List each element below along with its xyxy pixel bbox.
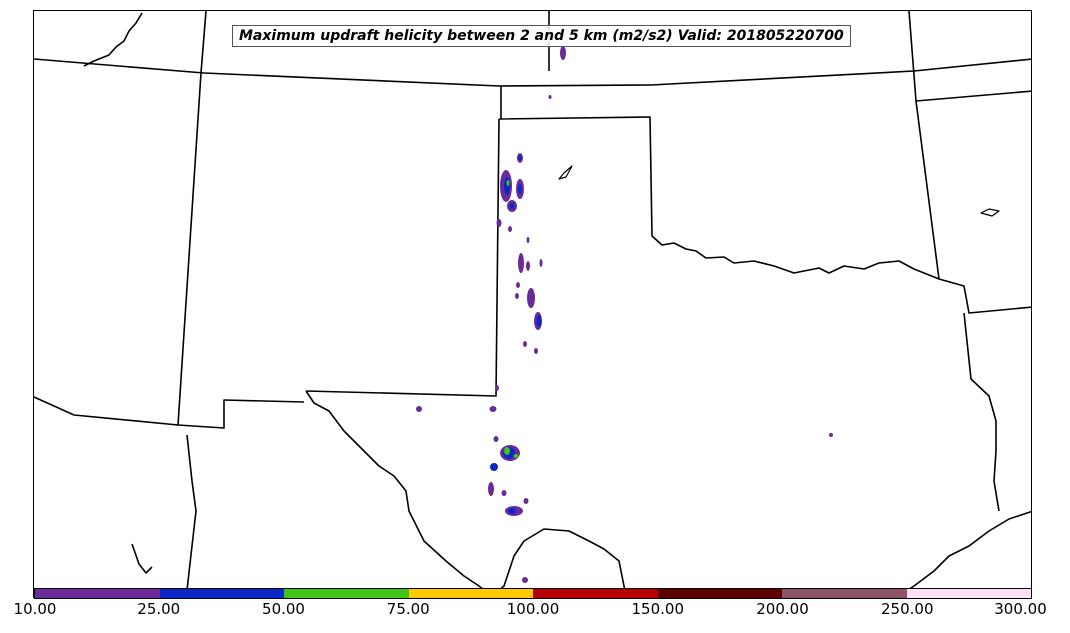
uh-cell: [504, 177, 510, 195]
lake-east: [980, 208, 1000, 217]
uh-cell: [527, 288, 535, 308]
colorbar-segment: [533, 589, 658, 598]
uh-cell: [518, 155, 522, 161]
colorbar-tick-label: 200.00: [756, 600, 809, 618]
colorbar-segment: [35, 589, 160, 598]
boundary-red-river: [651, 235, 940, 280]
colorbar-tick-label: 150.00: [631, 600, 685, 618]
boundary-nm-west: [177, 72, 305, 429]
uh-cell: [518, 253, 524, 273]
colorbar-segment: [906, 589, 1031, 598]
uh-cell: [493, 436, 499, 442]
boundary-ok-panhandle: [498, 116, 653, 237]
uh-cell: [488, 482, 494, 496]
uh-cell: [518, 184, 522, 194]
uh-cell: [504, 447, 510, 455]
boundary-north-1: [34, 58, 1031, 87]
map-title: Maximum updraft helicity between 2 and 5…: [232, 25, 851, 47]
uh-cell: [496, 219, 502, 227]
uh-cell: [522, 577, 528, 583]
uh-cell: [534, 348, 538, 354]
uh-cell: [523, 341, 527, 347]
colorbar-segment: [284, 589, 409, 598]
uh-cell: [513, 454, 519, 458]
colorbar-tick-label: 25.00: [137, 600, 181, 618]
boundary-tx-panhandle: [305, 118, 500, 397]
colorbar-tick-label: 250.00: [881, 600, 934, 618]
uh-cell: [506, 180, 510, 186]
uh-cell: [495, 385, 499, 391]
uh-cell: [515, 293, 519, 299]
uh-cell: [490, 463, 498, 471]
boundary-rio-grande: [305, 390, 493, 597]
uh-cell: [416, 406, 422, 412]
colorbar-segment: [159, 589, 284, 598]
uh-cell: [516, 282, 520, 288]
boundary-az-sw: [34, 396, 179, 426]
uh-cell: [508, 508, 516, 514]
colorbar: [34, 588, 1032, 599]
map-panel: Maximum updraft helicity between 2 and 5…: [33, 10, 1032, 598]
boundary-tx-la: [963, 312, 1000, 512]
colorbar-tick-label: 300.00: [994, 600, 1047, 618]
colorbar-tick-label: 10.00: [13, 600, 57, 618]
boundary-ne-right: [908, 11, 1031, 102]
colorbar-ticks: 10.00 25.00 50.00 75.00 100.00 150.00 200.00 25…: [0, 600, 1070, 624]
colorbar-tick-label: 100.00: [506, 600, 560, 618]
colorbar-segment: [782, 589, 907, 598]
uh-cell: [489, 406, 497, 412]
uh-cell: [560, 46, 566, 60]
boundary-gulf-coast: [895, 510, 1031, 597]
uh-cell: [523, 498, 529, 504]
helicity-swaths: [416, 46, 833, 583]
map-canvas: [34, 11, 1031, 597]
uh-cell: [508, 226, 512, 232]
lake-ks: [558, 165, 573, 180]
colorbar-segment: [657, 589, 782, 598]
colorbar-tick-label: 50.00: [262, 600, 305, 618]
uh-cell: [509, 203, 515, 209]
colorbar-segment: [408, 589, 533, 598]
boundary-co-west: [200, 11, 207, 74]
uh-cell: [829, 433, 833, 437]
uh-cell: [501, 490, 507, 496]
boundary-ar-east: [915, 100, 1031, 314]
uh-cell: [526, 237, 530, 243]
boundary-mexico-1: [491, 528, 627, 597]
coast-sonora: [131, 543, 153, 574]
uh-cell: [548, 95, 552, 99]
colorbar-tick-label: 75.00: [386, 600, 430, 618]
boundary-az-mex: [185, 434, 197, 597]
uh-cell: [539, 259, 543, 267]
state-boundaries: [34, 11, 1031, 597]
uh-cell: [536, 315, 542, 327]
uh-cell: [526, 261, 530, 271]
coast-nw-lake: [83, 12, 143, 67]
